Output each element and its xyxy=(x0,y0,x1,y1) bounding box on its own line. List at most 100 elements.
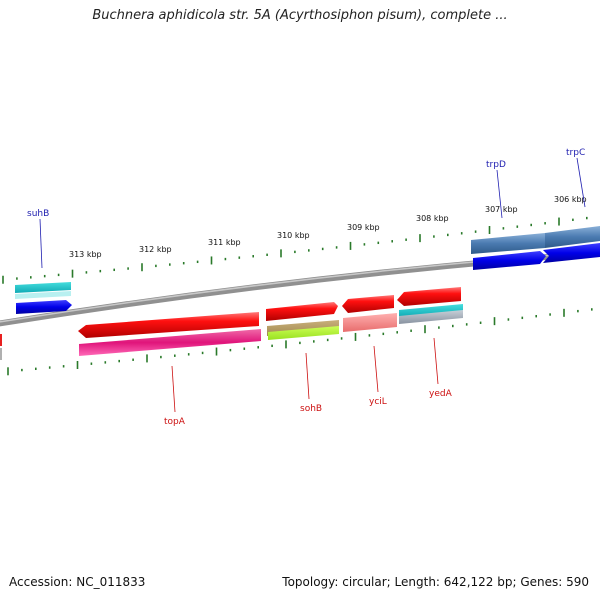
ruler-major-tick xyxy=(558,217,560,226)
ruler-minor-tick xyxy=(377,241,380,245)
ruler-minor-tick xyxy=(391,240,393,243)
gene-trpC[interactable] xyxy=(545,226,600,248)
gene-label-sohB[interactable]: sohB xyxy=(300,404,322,414)
ruler-minor-tick xyxy=(271,344,273,348)
gene-label-suhB[interactable]: suhB xyxy=(27,209,49,219)
ruler-minor-tick xyxy=(340,337,343,340)
gene-yedA[interactable] xyxy=(399,310,463,324)
ruler-major-tick xyxy=(7,367,9,376)
ruler-minor-tick xyxy=(187,353,190,356)
ruler-minor-tick xyxy=(201,351,204,355)
gene-suhB-lower[interactable] xyxy=(15,291,71,299)
gene-label-trpC[interactable]: trpC xyxy=(566,148,585,158)
gene-yciL[interactable] xyxy=(343,313,397,332)
ruler-minor-tick xyxy=(196,260,199,264)
gene-yedA-red[interactable] xyxy=(397,287,461,306)
ruler-minor-tick xyxy=(502,227,505,230)
ruler-minor-tick xyxy=(544,222,546,225)
ruler-minor-tick xyxy=(35,367,37,371)
ruler-minor-tick xyxy=(90,362,93,365)
ruler-minor-tick xyxy=(577,309,579,313)
ruler-label: 309 kbp xyxy=(347,223,380,232)
ruler-label: 306 kbp xyxy=(554,195,587,204)
ruler-major-tick xyxy=(349,241,352,250)
gene-edge-gray[interactable] xyxy=(0,348,2,360)
ruler-bottom xyxy=(7,308,593,376)
gene-sohB-lime[interactable] xyxy=(268,326,339,340)
gene-label-topA[interactable]: topA xyxy=(164,417,186,427)
gene-blue-arrow[interactable] xyxy=(543,243,600,263)
ruler-minor-tick xyxy=(321,247,324,251)
ruler-minor-tick xyxy=(174,354,176,357)
gene-label-yciL[interactable]: yciL xyxy=(369,397,387,407)
ruler-major-tick xyxy=(354,332,357,341)
ruler-minor-tick xyxy=(586,216,588,220)
ruler-minor-tick xyxy=(516,225,519,228)
ruler-top xyxy=(2,216,588,284)
ruler-minor-tick xyxy=(530,223,532,227)
ruler-minor-tick xyxy=(521,316,524,320)
ruler-minor-tick xyxy=(368,334,371,337)
ruler-major-tick xyxy=(141,263,143,272)
gene-yedA-cyan[interactable] xyxy=(399,304,463,317)
ruler-minor-tick xyxy=(48,366,51,369)
gene-edge-red[interactable] xyxy=(0,334,2,346)
ruler-minor-tick xyxy=(160,355,162,359)
map-title: Buchnera aphidicola str. 5A (Acyrthosiph… xyxy=(92,8,508,23)
ruler-major-tick xyxy=(488,226,491,235)
ruler-minor-tick xyxy=(326,338,329,342)
ruler-major-tick xyxy=(215,347,218,356)
ruler-minor-tick xyxy=(460,232,463,235)
ruler-minor-tick xyxy=(507,318,510,321)
ruler-label: 312 kbp xyxy=(139,245,172,254)
ruler-minor-tick xyxy=(396,331,398,334)
ruler-minor-tick xyxy=(169,263,171,266)
ruler-major-tick xyxy=(146,354,148,363)
gene-topA-red[interactable] xyxy=(78,312,259,338)
ruler-minor-tick xyxy=(132,358,134,361)
ruler-minor-tick xyxy=(294,250,296,254)
ruler-minor-tick xyxy=(313,340,315,343)
gene-suhB[interactable] xyxy=(15,282,71,293)
ruler-minor-tick xyxy=(335,246,338,249)
ruler-minor-tick xyxy=(57,273,60,277)
gene-blue-arrow[interactable] xyxy=(473,251,546,270)
ruler-label: 310 kbp xyxy=(277,231,310,240)
gene-topA[interactable] xyxy=(79,329,261,356)
ruler-minor-tick xyxy=(243,347,246,350)
gene-blue-arrow[interactable] xyxy=(16,300,72,314)
ruler-minor-tick xyxy=(182,262,185,265)
leader-line xyxy=(171,365,176,413)
leader-line xyxy=(496,169,503,219)
ruler-minor-tick xyxy=(85,271,88,274)
ruler-major-tick xyxy=(280,249,282,258)
ruler-minor-tick xyxy=(438,326,440,329)
ruler-minor-tick xyxy=(155,264,157,268)
ruler-minor-tick xyxy=(16,277,18,280)
ruler-minor-tick xyxy=(224,257,227,261)
gene-label-yedA[interactable]: yedA xyxy=(429,389,453,399)
ruler-major-tick xyxy=(210,256,213,265)
ruler-major-tick xyxy=(419,234,421,243)
ruler-minor-tick xyxy=(474,230,477,233)
ruler-minor-tick xyxy=(257,346,259,349)
ruler-major-tick xyxy=(285,340,287,349)
gene-trpD[interactable] xyxy=(471,233,545,254)
gene-sohB-red[interactable] xyxy=(266,302,338,321)
ruler-minor-tick xyxy=(447,233,449,237)
ruler-minor-tick xyxy=(118,359,120,363)
ruler-minor-tick xyxy=(30,276,32,279)
leader-line xyxy=(373,345,379,393)
ruler-minor-tick xyxy=(572,218,574,222)
ruler-minor-tick xyxy=(238,256,241,259)
ruler-major-tick xyxy=(424,325,426,334)
leader-line xyxy=(305,352,310,400)
gene-label-trpD[interactable]: trpD xyxy=(486,160,506,170)
gene-yciL-red[interactable] xyxy=(342,295,394,313)
ruler-minor-tick xyxy=(433,235,435,238)
ruler-label: 313 kbp xyxy=(69,250,102,259)
ruler-minor-tick xyxy=(549,313,551,316)
ruler-minor-tick xyxy=(21,368,23,372)
ruler-minor-tick xyxy=(363,243,366,246)
